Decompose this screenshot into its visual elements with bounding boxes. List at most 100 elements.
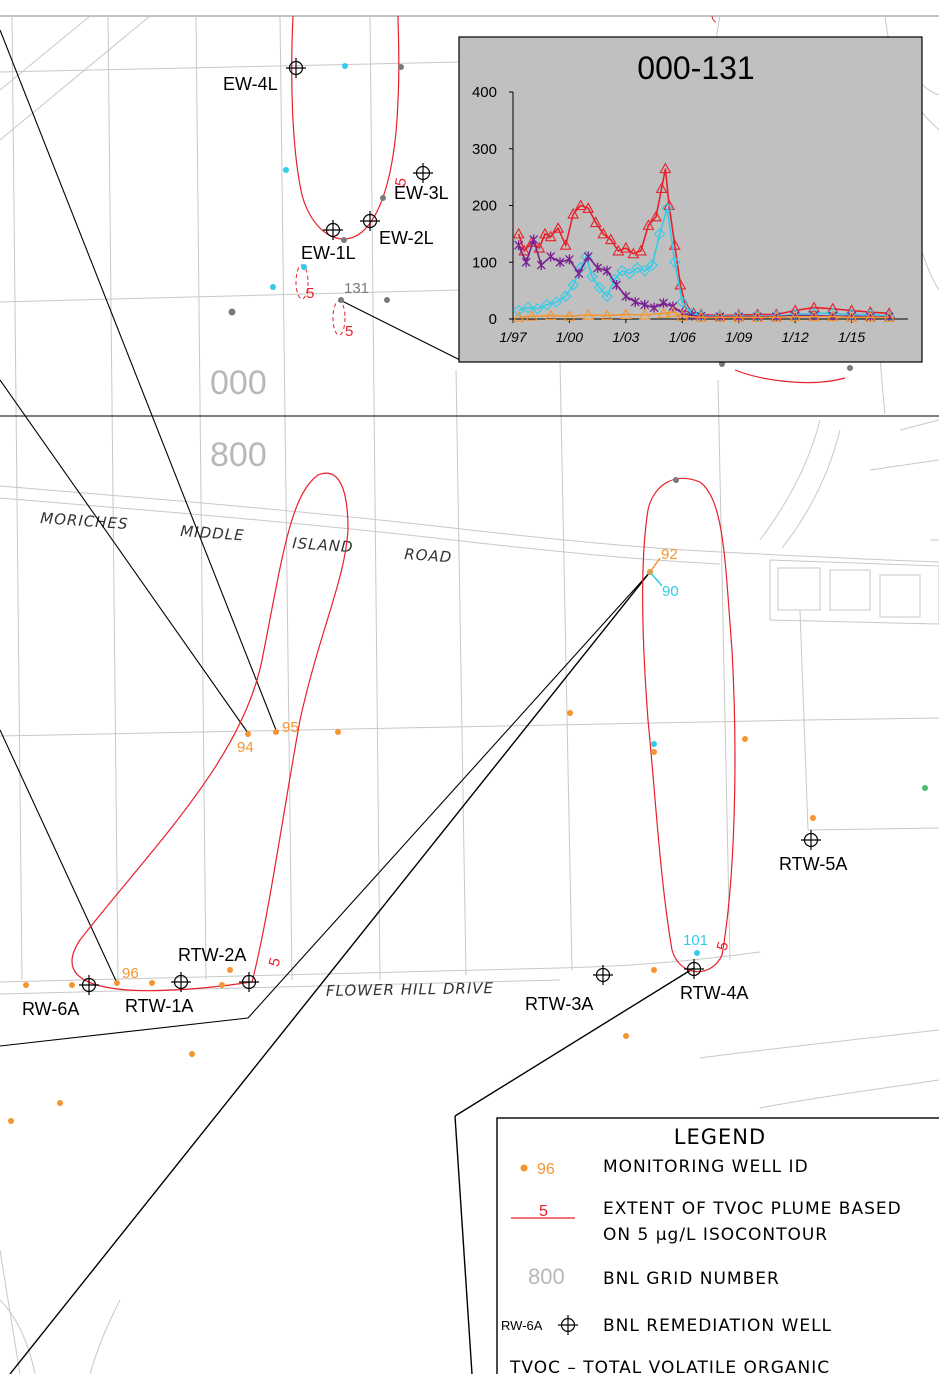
plume-east — [642, 477, 736, 973]
series-3-point — [826, 310, 839, 322]
legend: LEGEND 96 MONITORING WELL ID 5 EXTENT OF… — [496, 1117, 939, 1374]
series-2-point — [640, 299, 650, 310]
y-tick-label: 100 — [472, 254, 497, 271]
series-1-point — [631, 262, 643, 274]
callout-lines — [0, 29, 695, 1374]
series-0-point — [619, 241, 632, 253]
series-line-3 — [518, 311, 890, 319]
series-2-point — [514, 240, 524, 251]
series-2-point — [529, 234, 539, 245]
monitoring-well-ids: 131 92 90 95 94 96 101 — [122, 280, 708, 982]
well-id-94: 94 — [237, 739, 254, 756]
y-tick-label: 300 — [472, 141, 497, 158]
series-0-point — [567, 207, 580, 219]
series-2-point — [546, 251, 556, 262]
series-3-point — [544, 309, 557, 321]
well-label-rtw-2a: RTW-2A — [178, 945, 246, 965]
well-id-131: 131 — [344, 280, 369, 297]
legend-monitoring-dot — [520, 1164, 528, 1172]
series-3-point — [563, 310, 576, 321]
series-3-point — [676, 310, 689, 321]
road-label-flower-hill: FLOWER HILL DRIVE — [326, 979, 494, 1000]
well-label-ew-4l: EW-4L — [223, 74, 278, 94]
series-2-point — [583, 251, 593, 262]
legend-plume-text-1: EXTENT OF TVOC PLUME BASED — [603, 1199, 902, 1219]
y-tick-label: 200 — [472, 198, 497, 215]
series-2-point — [555, 257, 565, 268]
road-label-road: ROAD — [404, 545, 453, 566]
series-2-point — [574, 268, 584, 279]
monitoring-dots-cyan — [270, 63, 700, 956]
series-2-point — [687, 310, 697, 321]
series-3-point — [619, 308, 632, 320]
well-label-rtw-3a: RTW-3A — [525, 994, 593, 1014]
series-0-point — [612, 244, 625, 256]
svg-text:5: 5 — [345, 323, 353, 340]
svg-text:5: 5 — [306, 285, 314, 302]
well-label-rtw-4a: RTW-4A — [680, 983, 748, 1003]
legend-grid-text: BNL GRID NUMBER — [603, 1269, 780, 1289]
series-3-point — [601, 309, 613, 321]
well-label-ew-2l: EW-2L — [379, 228, 434, 248]
series-3-point — [695, 311, 708, 322]
series-1-point — [593, 282, 606, 294]
series-3-point — [582, 308, 595, 320]
series-2-point — [521, 257, 531, 268]
small-plumes — [295, 264, 346, 336]
series-0-point — [582, 202, 595, 213]
series-0-point — [634, 244, 647, 256]
well-id-96: 96 — [122, 965, 139, 982]
road-label-middle: MIDDLE — [180, 522, 245, 544]
well-label-ew-1l: EW-1L — [301, 243, 356, 263]
series-2-point — [630, 296, 640, 307]
legend-title: LEGEND — [674, 1125, 766, 1149]
plume-ew — [291, 15, 400, 240]
well-id-95: 95 — [282, 719, 299, 736]
well-label-rtw-5a: RTW-5A — [779, 854, 847, 874]
legend-grid-sample: 800 — [528, 1264, 565, 1289]
series-3-point — [808, 310, 820, 322]
series-0-point — [663, 199, 676, 211]
map-linework — [0, 15, 939, 1374]
series-0-point — [655, 182, 668, 194]
series-1-point — [559, 290, 572, 303]
legend-remediation-sample: RW-6A — [501, 1318, 543, 1333]
tvoc-plumes — [71, 15, 846, 992]
legend-plume-text-2: ON 5 μg/L ISOCONTOUR — [603, 1225, 828, 1245]
series-2-point — [536, 260, 546, 271]
legend-plume-sample: 5 — [539, 1203, 548, 1220]
series-1-point — [638, 264, 651, 277]
road-label-moriches: MORICHES — [40, 509, 129, 533]
series-3-point — [883, 311, 896, 322]
series-1-point — [522, 301, 534, 314]
series-2-point — [611, 279, 621, 290]
chart-x-ticks: 1/97 1/00 1/03 1/06 1/09 1/12 1/15 — [499, 319, 865, 345]
series-1-point — [550, 296, 563, 308]
monitoring-dots-gray — [228, 64, 853, 483]
series-3-point — [666, 306, 679, 317]
well-id-101: 101 — [683, 932, 708, 949]
legend-remediation-symbol — [558, 1315, 578, 1335]
series-1-point — [586, 270, 598, 283]
series-0-point — [539, 227, 551, 239]
series-2-point — [621, 291, 631, 302]
series-3-point — [845, 311, 858, 322]
series-1-point — [668, 256, 681, 269]
grid-number-000: 000 — [210, 364, 267, 402]
legend-monitoring-sample: 96 — [537, 1161, 555, 1178]
chart-series — [512, 162, 896, 322]
y-tick-label: 400 — [472, 84, 497, 101]
series-3-point — [512, 311, 525, 322]
remediation-well-labels: EW-4L EW-3L EW-2L EW-1L RTW-2A RW-6A RTW… — [22, 74, 847, 1019]
series-1-point — [646, 259, 658, 271]
series-0-point — [659, 162, 672, 174]
series-0-point — [589, 216, 602, 228]
well-id-92: 92 — [661, 546, 678, 563]
x-tick-label: 1/15 — [838, 329, 865, 345]
series-0-point — [642, 219, 655, 230]
series-0-point — [627, 247, 640, 259]
series-1-point — [567, 279, 579, 291]
monitoring-dots-orange — [8, 569, 816, 1124]
